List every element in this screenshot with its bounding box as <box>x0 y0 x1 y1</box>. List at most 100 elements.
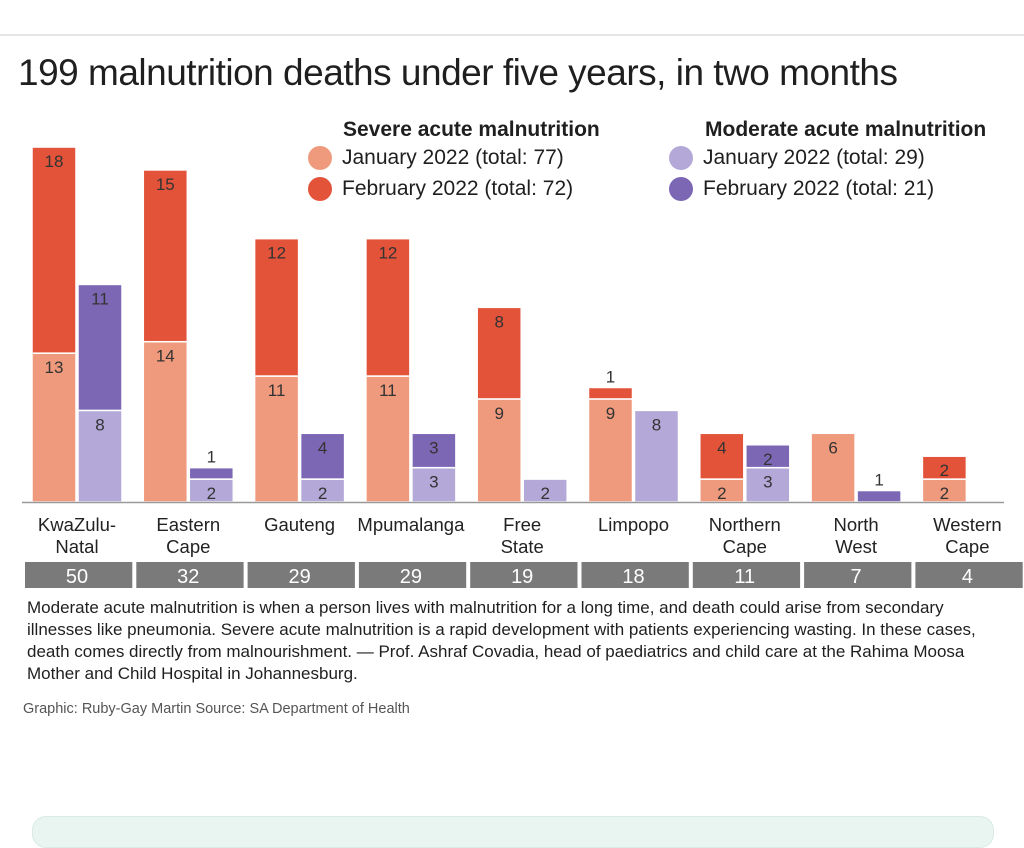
legend-severe-jan: January 2022 (total: 77) <box>308 146 564 170</box>
legend-swatch-severe-jan <box>308 146 332 170</box>
chart-credit: Graphic: Ruby-Gay Martin Source: SA Depa… <box>23 701 410 717</box>
bar-severe-jan <box>142 340 189 503</box>
category-label: Cape <box>945 536 989 557</box>
category-label: Gauteng <box>264 514 335 535</box>
bar-value-label: 2 <box>717 484 726 503</box>
bar-severe-feb <box>476 306 522 400</box>
category-label: KwaZulu- <box>38 514 116 535</box>
bar-value-label: 2 <box>207 484 216 503</box>
total-box <box>25 562 133 588</box>
bar-moderate-feb <box>745 444 791 469</box>
top-divider <box>0 34 1024 36</box>
legend-swatch-severe-feb <box>308 177 332 201</box>
bar-value-label: 3 <box>763 473 772 492</box>
bar-moderate-feb <box>299 432 346 480</box>
bar-severe-feb <box>699 432 745 480</box>
bar-moderate-feb <box>188 466 235 480</box>
legend-moderate-jan: January 2022 (total: 29) <box>669 146 925 170</box>
bar-severe-feb <box>31 146 77 354</box>
total-value: 29 <box>400 566 422 588</box>
total-value: 19 <box>511 566 533 588</box>
bar-value-label: 9 <box>494 404 503 423</box>
bar-moderate-feb <box>77 283 123 412</box>
bar-value-label: 14 <box>156 347 175 366</box>
bar-value-label: 6 <box>828 438 837 457</box>
bar-moderate-jan <box>633 409 680 503</box>
category-label: Western <box>933 514 1002 535</box>
total-box <box>692 562 801 588</box>
bar-value-label: 2 <box>940 461 949 480</box>
category-label: North <box>833 514 878 535</box>
category-label: West <box>835 536 877 557</box>
category-label: State <box>501 536 544 557</box>
category-label: Mpumalanga <box>357 514 465 535</box>
bar-value-label: 4 <box>717 438 726 457</box>
legend-moderate-feb: February 2022 (total: 21) <box>669 177 934 201</box>
total-value: 32 <box>177 566 199 588</box>
legend-moderate-feb-label: February 2022 (total: 21) <box>703 177 935 200</box>
chart-title: 199 malnutrition deaths under five years… <box>18 52 898 93</box>
bar-value-label: 1 <box>874 471 883 490</box>
total-box <box>804 562 912 588</box>
total-box <box>470 562 578 588</box>
bar-value-label: 12 <box>378 244 397 263</box>
total-value: 29 <box>288 566 310 588</box>
bar-value-label: 11 <box>268 381 286 400</box>
bar-value-label: 18 <box>45 152 64 171</box>
bar-value-label: 4 <box>318 438 327 457</box>
bar-moderate-feb <box>856 489 902 503</box>
category-label: Natal <box>55 536 98 557</box>
bar-value-label: 1 <box>207 448 216 467</box>
bar-value-label: 11 <box>91 289 109 308</box>
bar-value-label: 2 <box>540 484 549 503</box>
bar-severe-feb <box>587 386 634 400</box>
bar-severe-feb <box>921 455 968 480</box>
category-label: Limpopo <box>598 514 669 535</box>
bar-severe-feb <box>365 237 411 377</box>
category-label: Eastern <box>156 514 220 535</box>
stacked-bar-chart: 1318811KwaZulu-Natal50141521EasternCape3… <box>22 146 1023 588</box>
bar-value-label: 12 <box>267 244 286 263</box>
bar-value-label: 2 <box>763 450 772 469</box>
legend-severe-heading: Severe acute malnutrition <box>343 118 600 141</box>
bar-value-label: 8 <box>652 415 661 434</box>
total-value: 18 <box>622 566 644 588</box>
legend-moderate-heading: Moderate acute malnutrition <box>705 118 987 141</box>
total-value: 4 <box>962 566 973 588</box>
bar-moderate-feb <box>411 432 457 469</box>
category-label: Free <box>503 514 541 535</box>
total-box <box>358 562 467 588</box>
legend-severe-feb: February 2022 (total: 72) <box>308 177 573 201</box>
bar-value-label: 9 <box>606 404 615 423</box>
bar-severe-jan <box>476 398 522 503</box>
bar-value-label: 3 <box>429 438 438 457</box>
bar-severe-jan <box>31 352 77 503</box>
legend-severe-feb-label: February 2022 (total: 72) <box>342 177 574 200</box>
total-box <box>915 562 1023 588</box>
bar-value-label: 2 <box>318 484 327 503</box>
bar-value-label: 13 <box>45 358 64 377</box>
total-box <box>581 562 689 588</box>
legend-swatch-moderate-feb <box>669 177 693 201</box>
total-box <box>136 562 244 588</box>
category-label: Northern <box>709 514 781 535</box>
total-value: 7 <box>851 566 862 588</box>
next-card-edge <box>32 816 994 848</box>
total-value: 50 <box>66 566 88 588</box>
bar-severe-jan <box>253 375 300 503</box>
total-value: 11 <box>734 566 755 588</box>
category-label: Cape <box>723 536 767 557</box>
bar-value-label: 1 <box>606 368 615 387</box>
bar-value-label: 8 <box>494 312 503 331</box>
chart-caption: Moderate acute malnutrition is when a pe… <box>27 598 976 683</box>
category-label: Cape <box>166 536 210 557</box>
legend-swatch-moderate-jan <box>669 146 693 170</box>
total-box <box>247 562 355 588</box>
bar-value-label: 3 <box>429 473 438 492</box>
legend-severe-jan-label: January 2022 (total: 77) <box>342 146 564 169</box>
bar-moderate-jan <box>745 466 791 503</box>
bar-severe-feb <box>142 169 189 343</box>
bar-severe-feb <box>253 237 300 377</box>
bar-value-label: 2 <box>940 484 949 503</box>
bar-value-label: 11 <box>379 381 397 400</box>
